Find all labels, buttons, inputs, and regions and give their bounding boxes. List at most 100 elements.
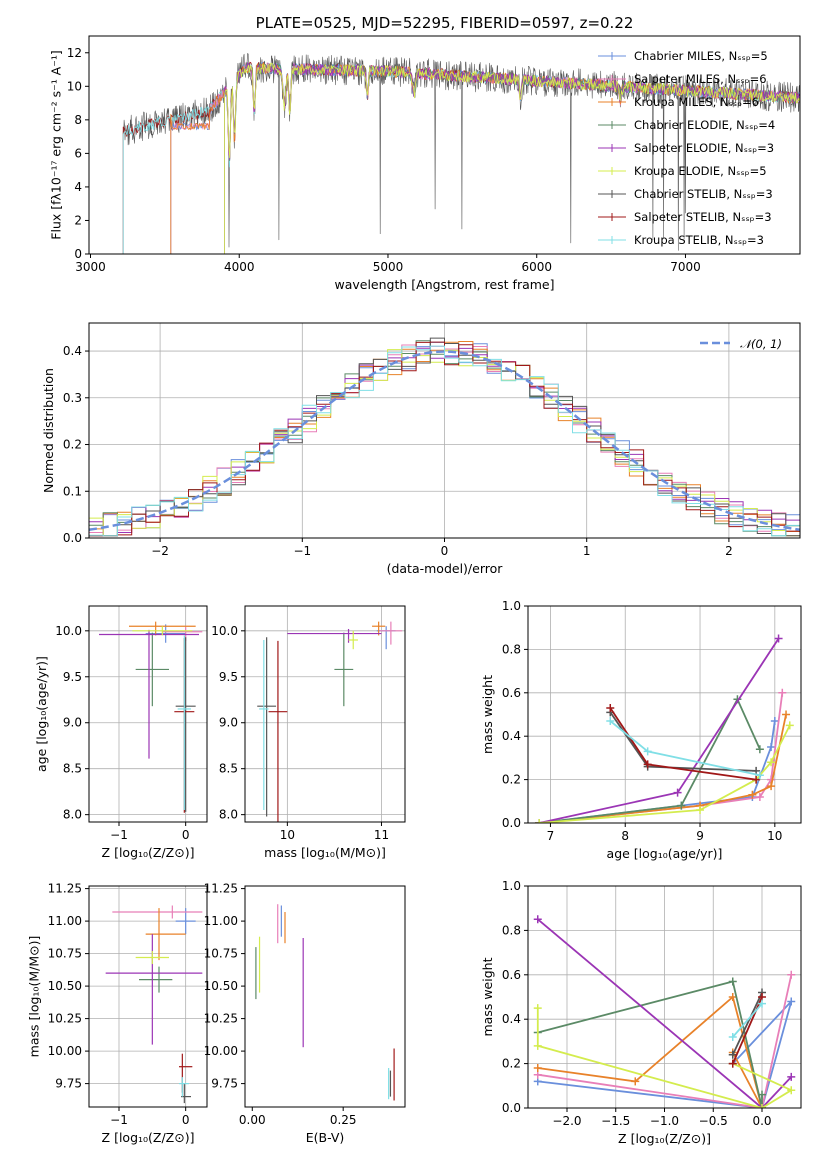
panel-weight-vs-age: 7 8 9 10 0.0 0.2 0.4 0.6 0.8 1.0 age [log₁₀(age/yr… bbox=[480, 599, 802, 861]
errorbar-point bbox=[135, 632, 169, 707]
errorbar-point bbox=[334, 632, 354, 707]
y-tick-label: 8.5 bbox=[63, 762, 82, 776]
weight-marker bbox=[696, 805, 705, 814]
x-tick-label: 1 bbox=[583, 544, 591, 558]
axes-frame bbox=[88, 605, 208, 823]
errorbar-point bbox=[135, 951, 169, 964]
weight-marker bbox=[533, 915, 542, 924]
errorbar-point bbox=[145, 624, 186, 643]
weight-line bbox=[537, 974, 793, 1108]
x-tick-label: −1 bbox=[293, 544, 311, 558]
x-axis-label: Z [log₁₀(Z/Z⊙)] bbox=[102, 845, 195, 860]
y-tick-label: 10.0 bbox=[211, 624, 238, 638]
plot-area bbox=[122, 53, 800, 254]
x-tick-label: −0.5 bbox=[699, 1114, 728, 1128]
x-tick-label: −1.5 bbox=[601, 1114, 630, 1128]
y-tick-label: 8.5 bbox=[219, 762, 238, 776]
x-tick-label: 10 bbox=[767, 829, 782, 843]
weight-marker bbox=[758, 1090, 766, 1099]
panel-spectrum: 3000 4000 5000 6000 7000 0 2 4 6 8 10 12 wavelength … bbox=[48, 14, 801, 292]
axes-frame bbox=[88, 885, 208, 1108]
y-tick-label: 0.4 bbox=[63, 344, 82, 358]
x-tick-label: 7 bbox=[547, 829, 555, 843]
y-tick-label: 4 bbox=[74, 180, 82, 194]
weight-marker bbox=[728, 993, 737, 1001]
x-tick-label: 0 bbox=[182, 1113, 190, 1127]
legend-label: Chabrier STELIB, Nₛₛₚ=3 bbox=[634, 187, 773, 201]
x-tick-label: 0 bbox=[182, 828, 190, 842]
weight-series bbox=[728, 999, 766, 1041]
y-tick-label: 10 bbox=[67, 79, 82, 93]
legend-label: Salpeter ELODIE, Nₛₛₚ=3 bbox=[634, 141, 774, 155]
y-tick-label: 0.6 bbox=[502, 968, 521, 982]
weight-marker bbox=[643, 760, 652, 769]
y-tick-label: 11.25 bbox=[48, 882, 82, 896]
y-tick-label: 12 bbox=[67, 46, 82, 60]
weight-line bbox=[537, 918, 792, 1108]
x-tick-label: 7000 bbox=[670, 260, 701, 274]
weight-marker bbox=[755, 745, 764, 754]
y-tick-label: 10.00 bbox=[204, 1044, 238, 1058]
chart-title: PLATE=0525, MJD=52295, FIBERID=0597, z=0… bbox=[256, 14, 634, 32]
errorbar-point bbox=[145, 908, 186, 961]
y-tick-label: 0.4 bbox=[502, 1012, 521, 1026]
y-tick-label: 11.00 bbox=[48, 914, 82, 928]
y-tick-label: 9.75 bbox=[211, 1077, 238, 1091]
y-tick-label: 0.0 bbox=[502, 1101, 521, 1115]
x-axis-label: Z [log₁₀(Z/Z⊙)] bbox=[618, 1131, 711, 1146]
errorbar-point bbox=[99, 629, 199, 759]
y-tick-label: 10.00 bbox=[48, 1044, 82, 1058]
legend-label: 𝒩(0, 1) bbox=[740, 337, 782, 351]
y-tick-label: 0.4 bbox=[502, 729, 521, 743]
panel-age-vs-mass: 10 11 8.0 8.5 9.0 9.5 10.0 mass [log₁₀(M/M⊙)] bbox=[211, 605, 406, 860]
axes-frame bbox=[244, 605, 406, 823]
errorbar-point bbox=[112, 905, 203, 919]
legend-label: Kroupa STELIB, Nₛₛₚ=3 bbox=[634, 233, 764, 247]
errorbar-point bbox=[105, 934, 203, 1045]
errorbar-point bbox=[268, 640, 288, 822]
x-tick-label: 2 bbox=[725, 544, 733, 558]
y-tick-label: 0.8 bbox=[502, 923, 521, 937]
weight-marker bbox=[748, 790, 757, 799]
errorbar-point bbox=[379, 621, 403, 645]
weight-marker bbox=[774, 634, 783, 643]
weight-line bbox=[539, 638, 780, 823]
weight-line bbox=[536, 1008, 794, 1108]
legend-label: Salpeter MILES, Nₛₛₚ=6 bbox=[634, 72, 767, 86]
weight-series bbox=[535, 688, 787, 823]
y-axis-label: mass weight bbox=[480, 675, 495, 754]
y-tick-label: 11.25 bbox=[204, 882, 238, 896]
weight-line bbox=[539, 697, 761, 823]
plot-area bbox=[257, 621, 403, 822]
x-axis-label: age [log₁₀(age/yr)] bbox=[607, 846, 723, 861]
y-tick-label: 1.0 bbox=[502, 879, 521, 893]
x-tick-label: 0.0 bbox=[752, 1114, 771, 1128]
errorbar-point bbox=[175, 637, 196, 812]
weight-series bbox=[535, 695, 764, 823]
weight-marker bbox=[728, 1050, 737, 1059]
weight-marker bbox=[631, 1077, 640, 1086]
weight-marker bbox=[787, 970, 796, 979]
x-tick-label: −1 bbox=[110, 828, 128, 842]
weight-marker bbox=[787, 1086, 796, 1095]
weight-marker bbox=[606, 717, 615, 726]
weight-series bbox=[606, 717, 764, 780]
weight-series bbox=[728, 988, 766, 1059]
weight-marker bbox=[535, 819, 544, 823]
y-tick-label: 0.2 bbox=[502, 773, 521, 787]
normal-curve bbox=[89, 350, 800, 532]
y-tick-label: 0.0 bbox=[502, 816, 521, 830]
y-tick-label: 9.75 bbox=[55, 1077, 82, 1091]
plot-area bbox=[533, 915, 796, 1108]
x-tick-label: −2 bbox=[151, 544, 169, 558]
y-tick-label: 10.50 bbox=[204, 979, 238, 993]
y-axis-label: Flux [fλ10⁻¹⁷ erg cm⁻² s⁻¹ A⁻¹] bbox=[48, 50, 63, 239]
weight-marker bbox=[755, 792, 764, 801]
x-tick-label: 4000 bbox=[224, 260, 255, 274]
x-tick-label: 8 bbox=[621, 829, 629, 843]
y-tick-label: 10.75 bbox=[48, 947, 82, 961]
weight-marker bbox=[767, 743, 776, 752]
y-tick-label: 9.5 bbox=[63, 670, 82, 684]
y-tick-label: 8 bbox=[74, 113, 82, 127]
weight-marker bbox=[728, 977, 737, 986]
